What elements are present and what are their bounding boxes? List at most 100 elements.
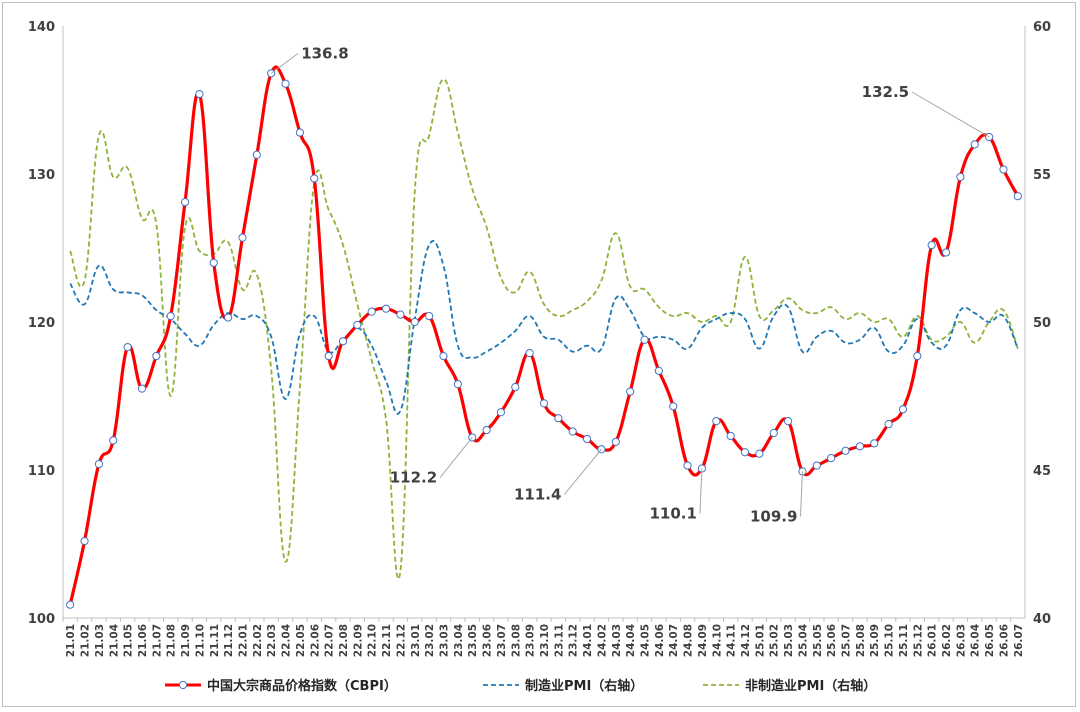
cbpi-point <box>683 461 692 470</box>
cbpi-point <box>511 383 520 392</box>
cbpi-point <box>166 311 175 321</box>
x-tick-label: 24.03 <box>611 624 623 657</box>
series-1 <box>69 240 1019 415</box>
x-tick-label: 26.07 <box>1013 624 1025 657</box>
x-tick-label: 23.06 <box>482 624 494 657</box>
x-tick-label: 23.03 <box>438 624 450 657</box>
cbpi-point <box>453 380 462 389</box>
x-tick-label: 23.07 <box>496 624 508 657</box>
annotation-label: 109.9 <box>750 507 797 525</box>
x-tick-label: 26.01 <box>927 624 939 657</box>
cbpi-point <box>238 233 247 242</box>
x-tick-label: 26.02 <box>941 624 953 657</box>
series-line-0 <box>68 65 1020 606</box>
cbpi-point <box>640 335 649 344</box>
cbpi-point <box>353 320 362 330</box>
cbpi-point <box>224 313 233 322</box>
legend-item-2: 非制造业PMI（右轴） <box>703 678 876 694</box>
x-tick-label: 25.12 <box>912 624 924 657</box>
left-tick-label: 130 <box>28 168 55 183</box>
cbpi-point <box>812 461 821 470</box>
cbpi-point <box>80 536 89 546</box>
annotation-label: 112.2 <box>390 468 437 486</box>
x-tick-label: 21.09 <box>180 624 192 657</box>
cbpi-point <box>855 442 864 451</box>
x-tick-label: 22.04 <box>281 624 293 657</box>
x-tick-label: 26.05 <box>984 624 996 657</box>
x-tick-label: 25.09 <box>869 624 881 657</box>
cbpi-point <box>396 310 405 319</box>
cbpi-point <box>927 240 936 250</box>
cbpi-point <box>180 198 190 207</box>
x-tick-label: 24.02 <box>596 624 608 657</box>
legend-label: 中国大宗商品价格指数（CBPI） <box>207 678 397 694</box>
annotation-label: 111.4 <box>514 485 561 503</box>
x-tick-label: 22.06 <box>309 624 321 657</box>
annotation-label: 110.1 <box>649 505 696 523</box>
cbpi-point <box>568 427 577 436</box>
x-tick-label: 25.10 <box>884 624 896 657</box>
x-tick-label: 24.01 <box>582 624 594 657</box>
x-tick-label: 25.02 <box>769 624 781 657</box>
cbpi-point <box>137 384 147 393</box>
series-line-1 <box>69 240 1019 415</box>
cbpi-point <box>482 425 491 435</box>
x-tick-label: 24.10 <box>711 624 723 657</box>
cbpi-point <box>295 128 305 137</box>
x-tick-label: 24.04 <box>625 624 637 657</box>
x-tick-label: 23.09 <box>525 624 537 657</box>
annotation-label: 136.8 <box>301 44 348 62</box>
cbpi-point <box>496 408 506 417</box>
x-tick-label: 25.06 <box>826 624 838 657</box>
cbpi-point <box>827 454 836 463</box>
cbpi-point <box>913 351 922 361</box>
cbpi-point <box>439 351 448 361</box>
x-tick-label: 22.07 <box>324 624 336 657</box>
annotation-leader <box>911 91 990 138</box>
cbpi-point <box>66 600 75 609</box>
annotation-leader <box>270 52 299 74</box>
cbpi-point <box>970 140 979 149</box>
right-tick-label: 50 <box>1033 316 1051 331</box>
cbpi-point <box>726 431 735 441</box>
x-tick-label: 25.04 <box>797 624 809 657</box>
x-tick-label: 22.08 <box>338 624 350 657</box>
x-tick-label: 25.08 <box>855 624 867 657</box>
cbpi-point <box>209 258 218 267</box>
cbpi-point <box>252 150 261 159</box>
x-tick-label: 24.08 <box>683 624 695 657</box>
legend-label: 制造业PMI（右轴） <box>525 678 643 694</box>
cbpi-point <box>870 439 879 448</box>
left-tick-label: 110 <box>28 464 55 479</box>
cbpi-point <box>582 434 592 444</box>
x-tick-label: 26.03 <box>955 624 967 657</box>
cbpi-point <box>654 366 663 375</box>
x-tick-label: 23.05 <box>467 624 479 657</box>
cbpi-point <box>94 459 103 469</box>
annotation-leader <box>564 448 602 495</box>
left-tick-label: 120 <box>28 316 55 331</box>
x-tick-label: 21.03 <box>94 624 106 657</box>
cbpi-point <box>381 304 391 313</box>
x-tick-label: 26.06 <box>998 624 1010 657</box>
annotation-leader <box>799 471 803 517</box>
x-tick-label: 24.11 <box>726 624 738 657</box>
cbpi-point <box>626 387 635 396</box>
x-tick-label: 26.04 <box>970 624 982 657</box>
cbpi-point <box>425 311 434 321</box>
x-tick-label: 24.12 <box>740 624 752 657</box>
x-tick-label: 25.05 <box>812 624 824 657</box>
cbpi-point <box>410 317 419 327</box>
cbpi-point <box>999 165 1008 174</box>
x-tick-label: 21.01 <box>65 624 77 657</box>
x-tick-label: 21.07 <box>151 624 163 657</box>
x-tick-label: 24.06 <box>654 624 666 657</box>
data-annotations: 136.8 112.2 111.4 110.1 109.9 132.5 <box>270 44 990 525</box>
right-axis-ticks: 40 45 50 55 60 <box>1033 20 1051 627</box>
x-tick-label: 25.03 <box>783 624 795 657</box>
cbpi-point <box>898 405 908 414</box>
legend: 中国大宗商品价格指数（CBPI） 制造业PMI（右轴） 非制造业PMI（右轴） <box>165 678 876 694</box>
x-tick-label: 24.07 <box>668 624 680 657</box>
right-tick-label: 60 <box>1033 20 1051 35</box>
